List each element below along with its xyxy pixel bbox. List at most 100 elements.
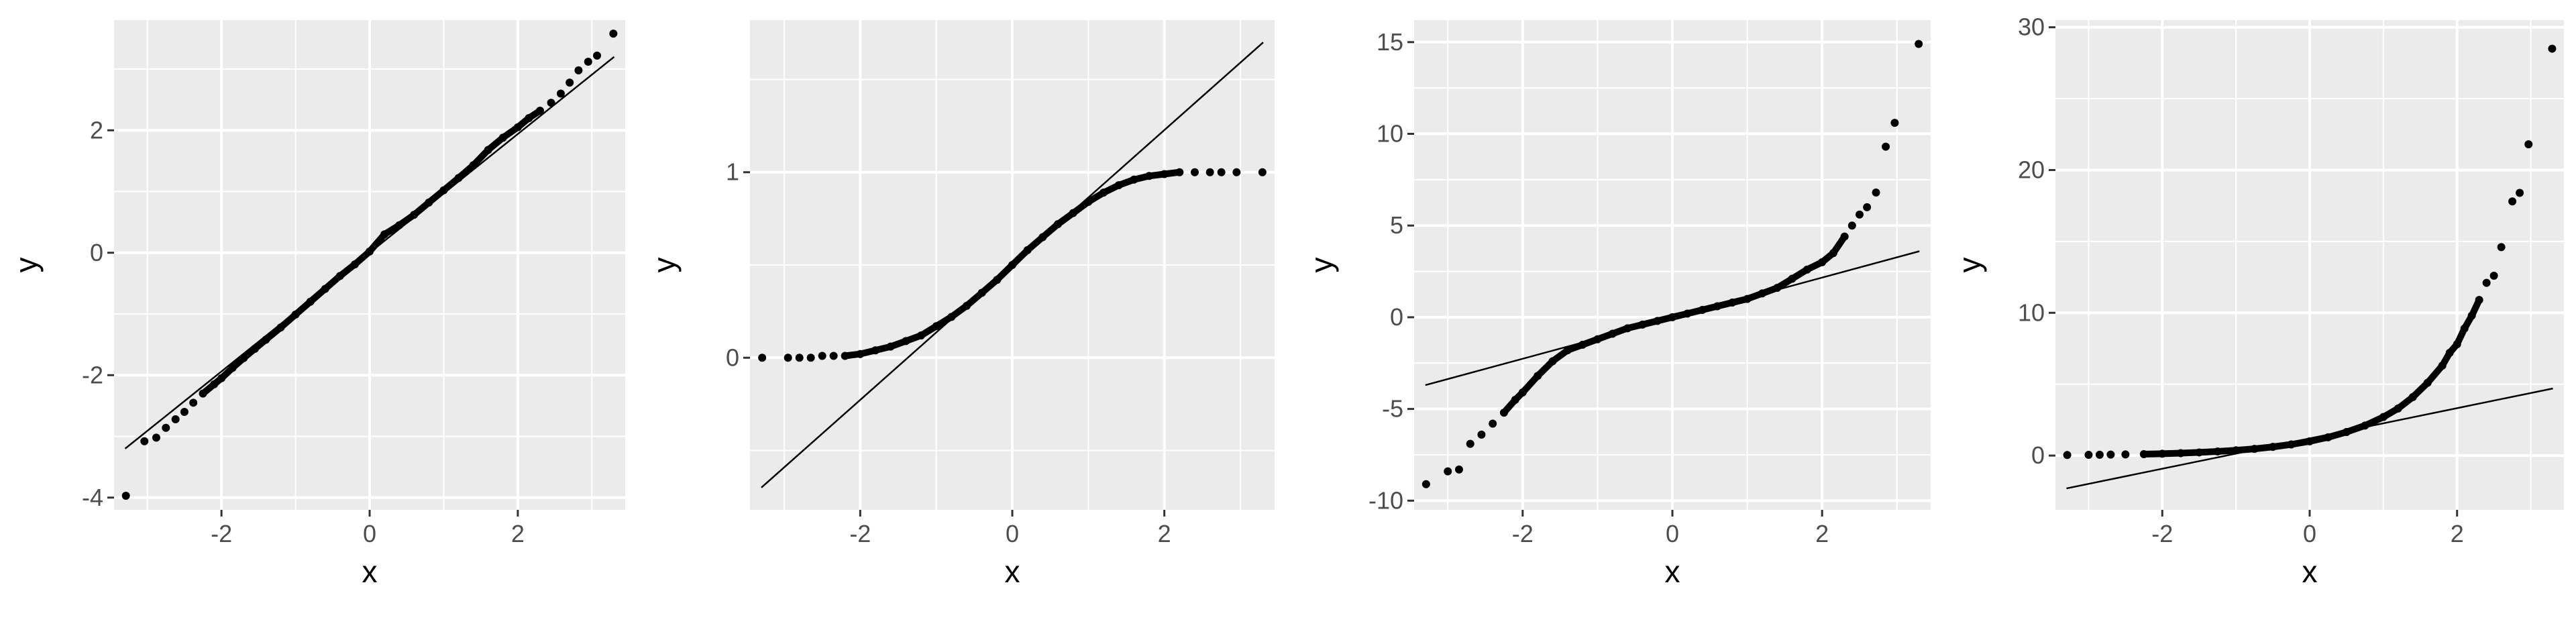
sample-point	[1258, 168, 1267, 176]
sample-point	[1160, 170, 1169, 178]
sample-point	[1653, 317, 1662, 325]
y-tick-label: 0	[2031, 441, 2045, 469]
sample-point	[574, 66, 583, 74]
sample-point	[2287, 440, 2296, 449]
sample-point	[1145, 172, 1153, 180]
sample-point	[484, 146, 492, 154]
qq-panel-1: -2 0 2 -4 -2 0 2 x y	[9, 20, 625, 589]
sample-point	[547, 99, 555, 107]
sample-point	[2106, 450, 2115, 459]
sample-point	[2423, 378, 2432, 387]
sample-point	[1890, 119, 1899, 127]
sample-point	[180, 408, 189, 416]
y-tick-label: -10	[1368, 486, 1403, 514]
sample-point	[2342, 428, 2351, 437]
sample-point	[1728, 299, 1737, 307]
sample-point	[1847, 221, 1856, 230]
sample-point	[1818, 258, 1827, 266]
sample-point	[1623, 324, 1632, 333]
sample-point	[829, 352, 838, 360]
sample-point	[902, 337, 910, 345]
sample-point	[1232, 168, 1241, 176]
y-tick-label: 10	[2018, 299, 2045, 326]
sample-point	[1499, 409, 1508, 417]
sample-point	[2482, 278, 2491, 287]
sample-point	[1668, 313, 1676, 321]
y-tick-label: -5	[1382, 395, 1403, 423]
sample-point	[1563, 346, 1572, 355]
y-tick-label: 2	[90, 116, 103, 144]
sample-point	[469, 161, 478, 170]
x-tick-label: 0	[363, 520, 376, 547]
sample-point	[1788, 274, 1796, 283]
sample-point	[425, 198, 433, 207]
sample-point	[1803, 265, 1811, 274]
sample-point	[335, 272, 344, 280]
sample-point	[1608, 329, 1617, 338]
x-axis-title: x	[1005, 554, 1020, 589]
sample-point	[2516, 189, 2524, 197]
sample-point	[584, 58, 592, 66]
sample-point	[228, 364, 237, 372]
x-tick-label: -2	[211, 520, 232, 547]
sample-point	[1454, 465, 1463, 474]
sample-point	[593, 51, 602, 60]
sample-point	[2232, 446, 2241, 455]
sample-point	[1466, 439, 1474, 448]
y-tick-label: 1	[726, 158, 739, 186]
sample-point	[454, 174, 463, 182]
sample-point	[239, 354, 248, 362]
y-tick-label: 20	[2018, 156, 2045, 183]
x-tick-label: -2	[2151, 520, 2173, 547]
sample-point	[1038, 233, 1047, 241]
sample-point	[1205, 168, 1214, 176]
sample-point	[2213, 447, 2222, 455]
sample-point	[2361, 421, 2369, 430]
x-tick-label: 2	[511, 520, 525, 547]
sample-point	[2497, 243, 2506, 252]
sample-point	[871, 346, 879, 355]
y-tick-label: 0	[726, 343, 739, 371]
sample-point	[1444, 467, 1452, 476]
sample-point	[1548, 357, 1557, 366]
sample-point	[795, 354, 804, 362]
sample-point	[2524, 140, 2533, 149]
y-tick-label: 30	[2018, 13, 2045, 41]
sample-point	[291, 310, 300, 319]
sample-point	[162, 423, 170, 432]
sample-point	[993, 276, 1002, 284]
sample-point	[609, 30, 618, 38]
sample-point	[1008, 261, 1016, 269]
sample-point	[536, 107, 544, 115]
sample-point	[276, 323, 285, 332]
sample-point	[758, 354, 767, 362]
sample-point	[1829, 249, 1837, 258]
sample-point	[1114, 181, 1123, 190]
sample-point	[217, 374, 226, 382]
sample-point	[1638, 320, 1647, 329]
sample-point	[1534, 372, 1542, 380]
y-tick-label: 0	[1390, 303, 1403, 331]
sample-point	[1743, 294, 1752, 303]
sample-point	[2408, 392, 2417, 401]
x-tick-label: 2	[2451, 520, 2464, 547]
sample-point	[1855, 210, 1864, 219]
sample-point	[366, 247, 374, 256]
sample-point	[1578, 340, 1587, 349]
sample-point	[2467, 311, 2476, 320]
sample-point	[1130, 175, 1138, 184]
sample-point	[1698, 305, 1707, 314]
sample-point	[1054, 220, 1062, 229]
sample-point	[2394, 404, 2402, 413]
sample-point	[2121, 450, 2130, 459]
sample-point	[806, 354, 815, 362]
x-tick-label: -2	[1512, 520, 1534, 547]
sample-point	[1069, 209, 1077, 217]
sample-point	[1773, 284, 1782, 292]
sample-point	[1175, 168, 1184, 176]
sample-point	[171, 415, 180, 423]
sample-point	[498, 133, 507, 142]
sample-point	[189, 398, 198, 407]
sample-point	[2306, 437, 2314, 445]
